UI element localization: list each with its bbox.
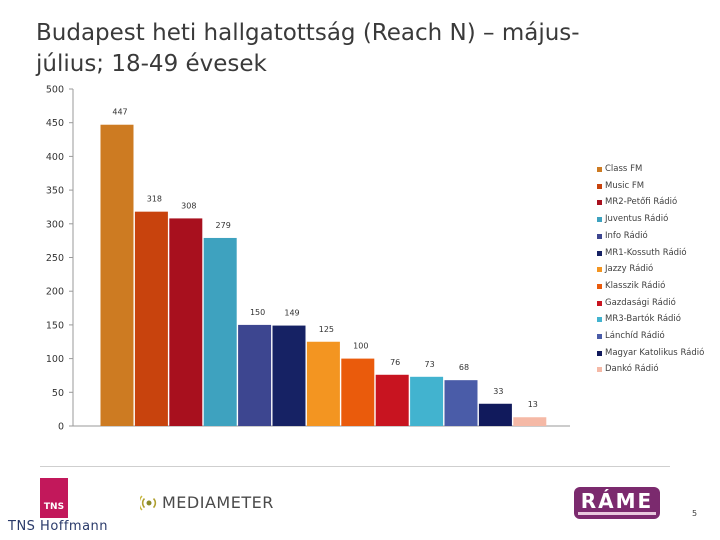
bar [444,380,478,426]
legend-label: Magyar Katolikus Rádió [605,347,705,358]
data-label: 150 [250,308,265,317]
chart-title-line-1: Budapest heti hallgatottság (Reach N) – … [36,20,580,46]
legend-swatch [597,167,602,172]
bar [272,325,306,426]
legend-swatch [597,200,602,206]
chart-title-line-2: július; 18-49 évesek [36,51,267,77]
legend-swatch [597,334,602,339]
y-tick-label: 50 [52,388,64,399]
data-label: 33 [493,387,503,396]
legend-label: MR1-Kossuth Rádió [605,247,687,258]
y-tick-label: 100 [46,354,64,365]
bar [238,324,272,426]
legend-swatch [597,183,602,189]
rame-logo: RÁME [574,487,660,519]
legend-swatch [597,233,602,239]
page-number: 5 [692,509,698,518]
footer-divider [40,466,670,467]
legend-swatch [597,367,602,373]
legend-label: Music FM [605,180,645,191]
y-tick-label: 250 [46,253,64,264]
y-tick-label: 200 [46,287,64,298]
legend-swatch [597,250,602,256]
chart-title: Budapest heti hallgatottság (Reach N) – … [36,18,656,80]
tns-logo: TNS [40,478,68,518]
bar [203,237,237,426]
data-label: 13 [528,400,538,409]
data-label: 73 [425,360,435,369]
legend-label: Juventus Rádió [605,214,669,225]
bar [100,124,134,427]
data-label: 308 [181,201,196,210]
data-label: 68 [459,363,469,372]
legend-label: Klasszik Rádió [605,280,666,291]
legend-label: MR3-Bartók Rádió [605,314,681,325]
data-label: 76 [390,358,400,367]
mediameter-signal-icon [140,495,157,511]
data-label: 100 [353,342,368,351]
data-label: 125 [319,325,334,334]
y-tick-label: 500 [46,85,64,96]
tns-hoffmann-label: TNS Hoffmann [8,519,109,534]
legend-label: Gazdasági Rádió [605,297,676,308]
data-label: 149 [284,309,299,318]
data-label: 318 [147,195,162,204]
legend-swatch [597,267,602,273]
bar [410,376,444,426]
bar [134,211,168,426]
bar [375,374,409,426]
legend-swatch [597,283,602,289]
legend-label: Jazzy Rádió [605,264,654,275]
legend-swatch [597,300,602,306]
legend-label: Lánchíd Rádió [605,331,665,341]
bar [306,341,340,426]
legend-label: Info Rádió [605,230,648,241]
legend-label: Dankó Rádió [605,364,659,375]
data-label: 447 [112,108,127,117]
data-label: 279 [216,221,231,230]
rame-logo-subline [578,512,656,515]
tns-logo-text: TNS [43,502,65,512]
mediameter-logo-text: MEDIAMETER [162,493,274,512]
y-tick-label: 350 [46,186,64,197]
bar-chart: 0 50 100 150 200 250 300 350 400 450 500 447 318 308 2… [46,85,570,433]
legend-swatch [597,217,602,223]
y-tick-label: 0 [58,422,64,433]
legend-label: MR2-Petőfi Rádió [605,197,678,208]
rame-logo-text: RÁME [580,489,654,513]
bar [341,358,375,426]
y-tick-label: 450 [46,118,64,129]
legend-label: Class FM [605,164,643,174]
y-tick-label: 400 [46,152,64,163]
bar [478,403,512,426]
y-tick-label: 150 [46,320,64,331]
bar [513,417,547,426]
bar [169,218,203,426]
y-tick-label: 300 [46,219,64,230]
legend-swatch [597,317,602,323]
legend-swatch [597,350,602,356]
